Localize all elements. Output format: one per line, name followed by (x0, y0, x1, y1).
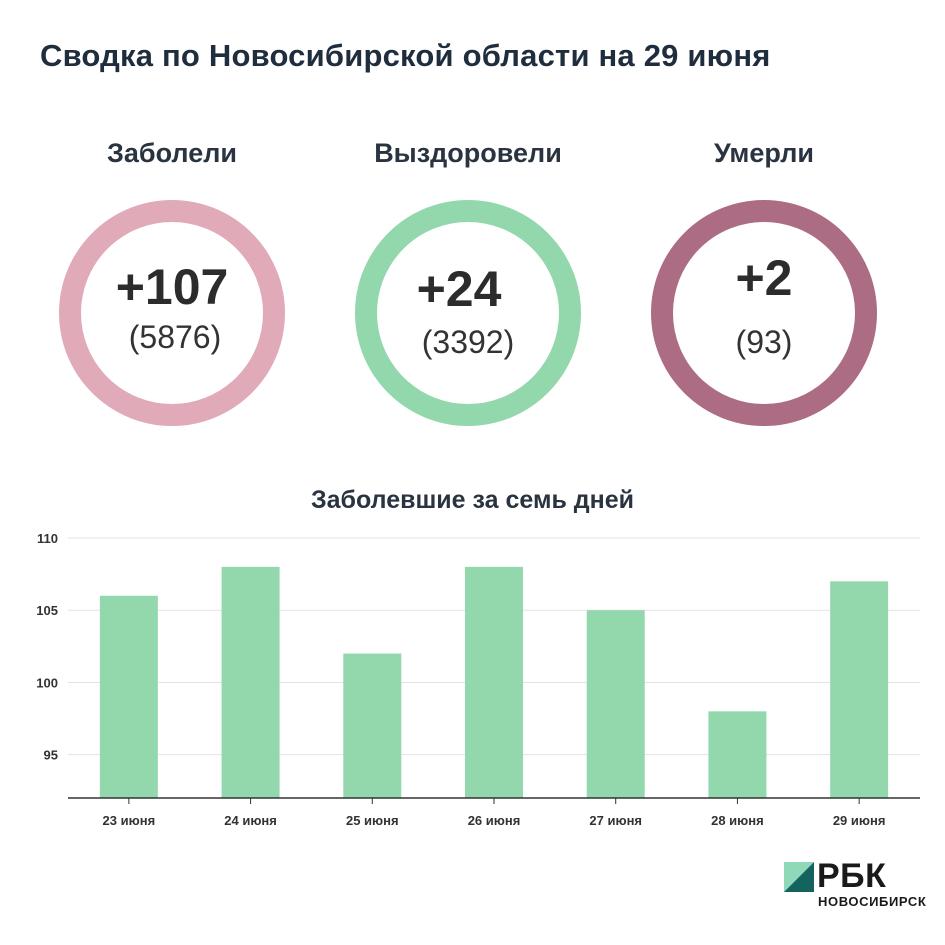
stat-recovered: Выздоровели +24 (3392) (338, 138, 598, 426)
stat-deaths-total: (93) (735, 324, 793, 360)
stat-deaths-value: +2 (735, 250, 793, 306)
page-title: Сводка по Новосибирской области на 29 ию… (40, 38, 771, 73)
bar (465, 566, 523, 798)
brand-city: НОВОСИБИРСК (818, 894, 927, 909)
ring-deaths: +2 (93) (651, 200, 877, 426)
bar (221, 566, 280, 798)
bar (586, 610, 645, 798)
stat-deaths: Умерли +2 (93) (634, 138, 894, 426)
x-tick-label: 25 июня (346, 813, 399, 828)
y-tick-label: 95 (44, 748, 58, 763)
stat-infected-total: (5876) (128, 319, 222, 355)
stat-recovered-label: Выздоровели (374, 138, 562, 168)
x-tick-label: 28 июня (711, 813, 764, 828)
bar-chart: 95 100 105 110 23 июня 24 июня 25 июня 26 июня 2… (36, 531, 920, 828)
stat-infected-value: +107 (115, 259, 229, 315)
bar (708, 711, 767, 798)
stat-recovered-total: (3392) (421, 324, 515, 360)
stat-infected-label: Заболели (107, 138, 237, 168)
stat-recovered-value: +24 (416, 261, 502, 317)
brand-logo: РБК НОВОСИБИРСК (784, 857, 934, 920)
y-tick-label: 110 (37, 531, 58, 546)
x-tick-label: 26 июня (468, 813, 521, 828)
x-tick-label: 27 июня (589, 813, 642, 828)
bar (830, 581, 889, 798)
x-tick-label: 23 июня (103, 813, 156, 828)
stat-infected: Заболели +107 (5876) (42, 138, 302, 426)
bar (99, 595, 158, 798)
chart-title: Заболевшие за семь дней (310, 486, 634, 514)
y-tick-label: 100 (36, 675, 58, 690)
brand-mark-icon (784, 862, 814, 892)
x-tick-label: 29 июня (833, 813, 886, 828)
stat-deaths-label: Умерли (713, 138, 814, 168)
bar (343, 653, 402, 798)
brand-name: РБК (817, 857, 887, 895)
ring-recovered: +24 (3392) (355, 200, 581, 426)
x-tick-label: 24 июня (224, 813, 277, 828)
y-tick-label: 105 (36, 603, 58, 618)
ring-infected: +107 (5876) (59, 200, 285, 426)
